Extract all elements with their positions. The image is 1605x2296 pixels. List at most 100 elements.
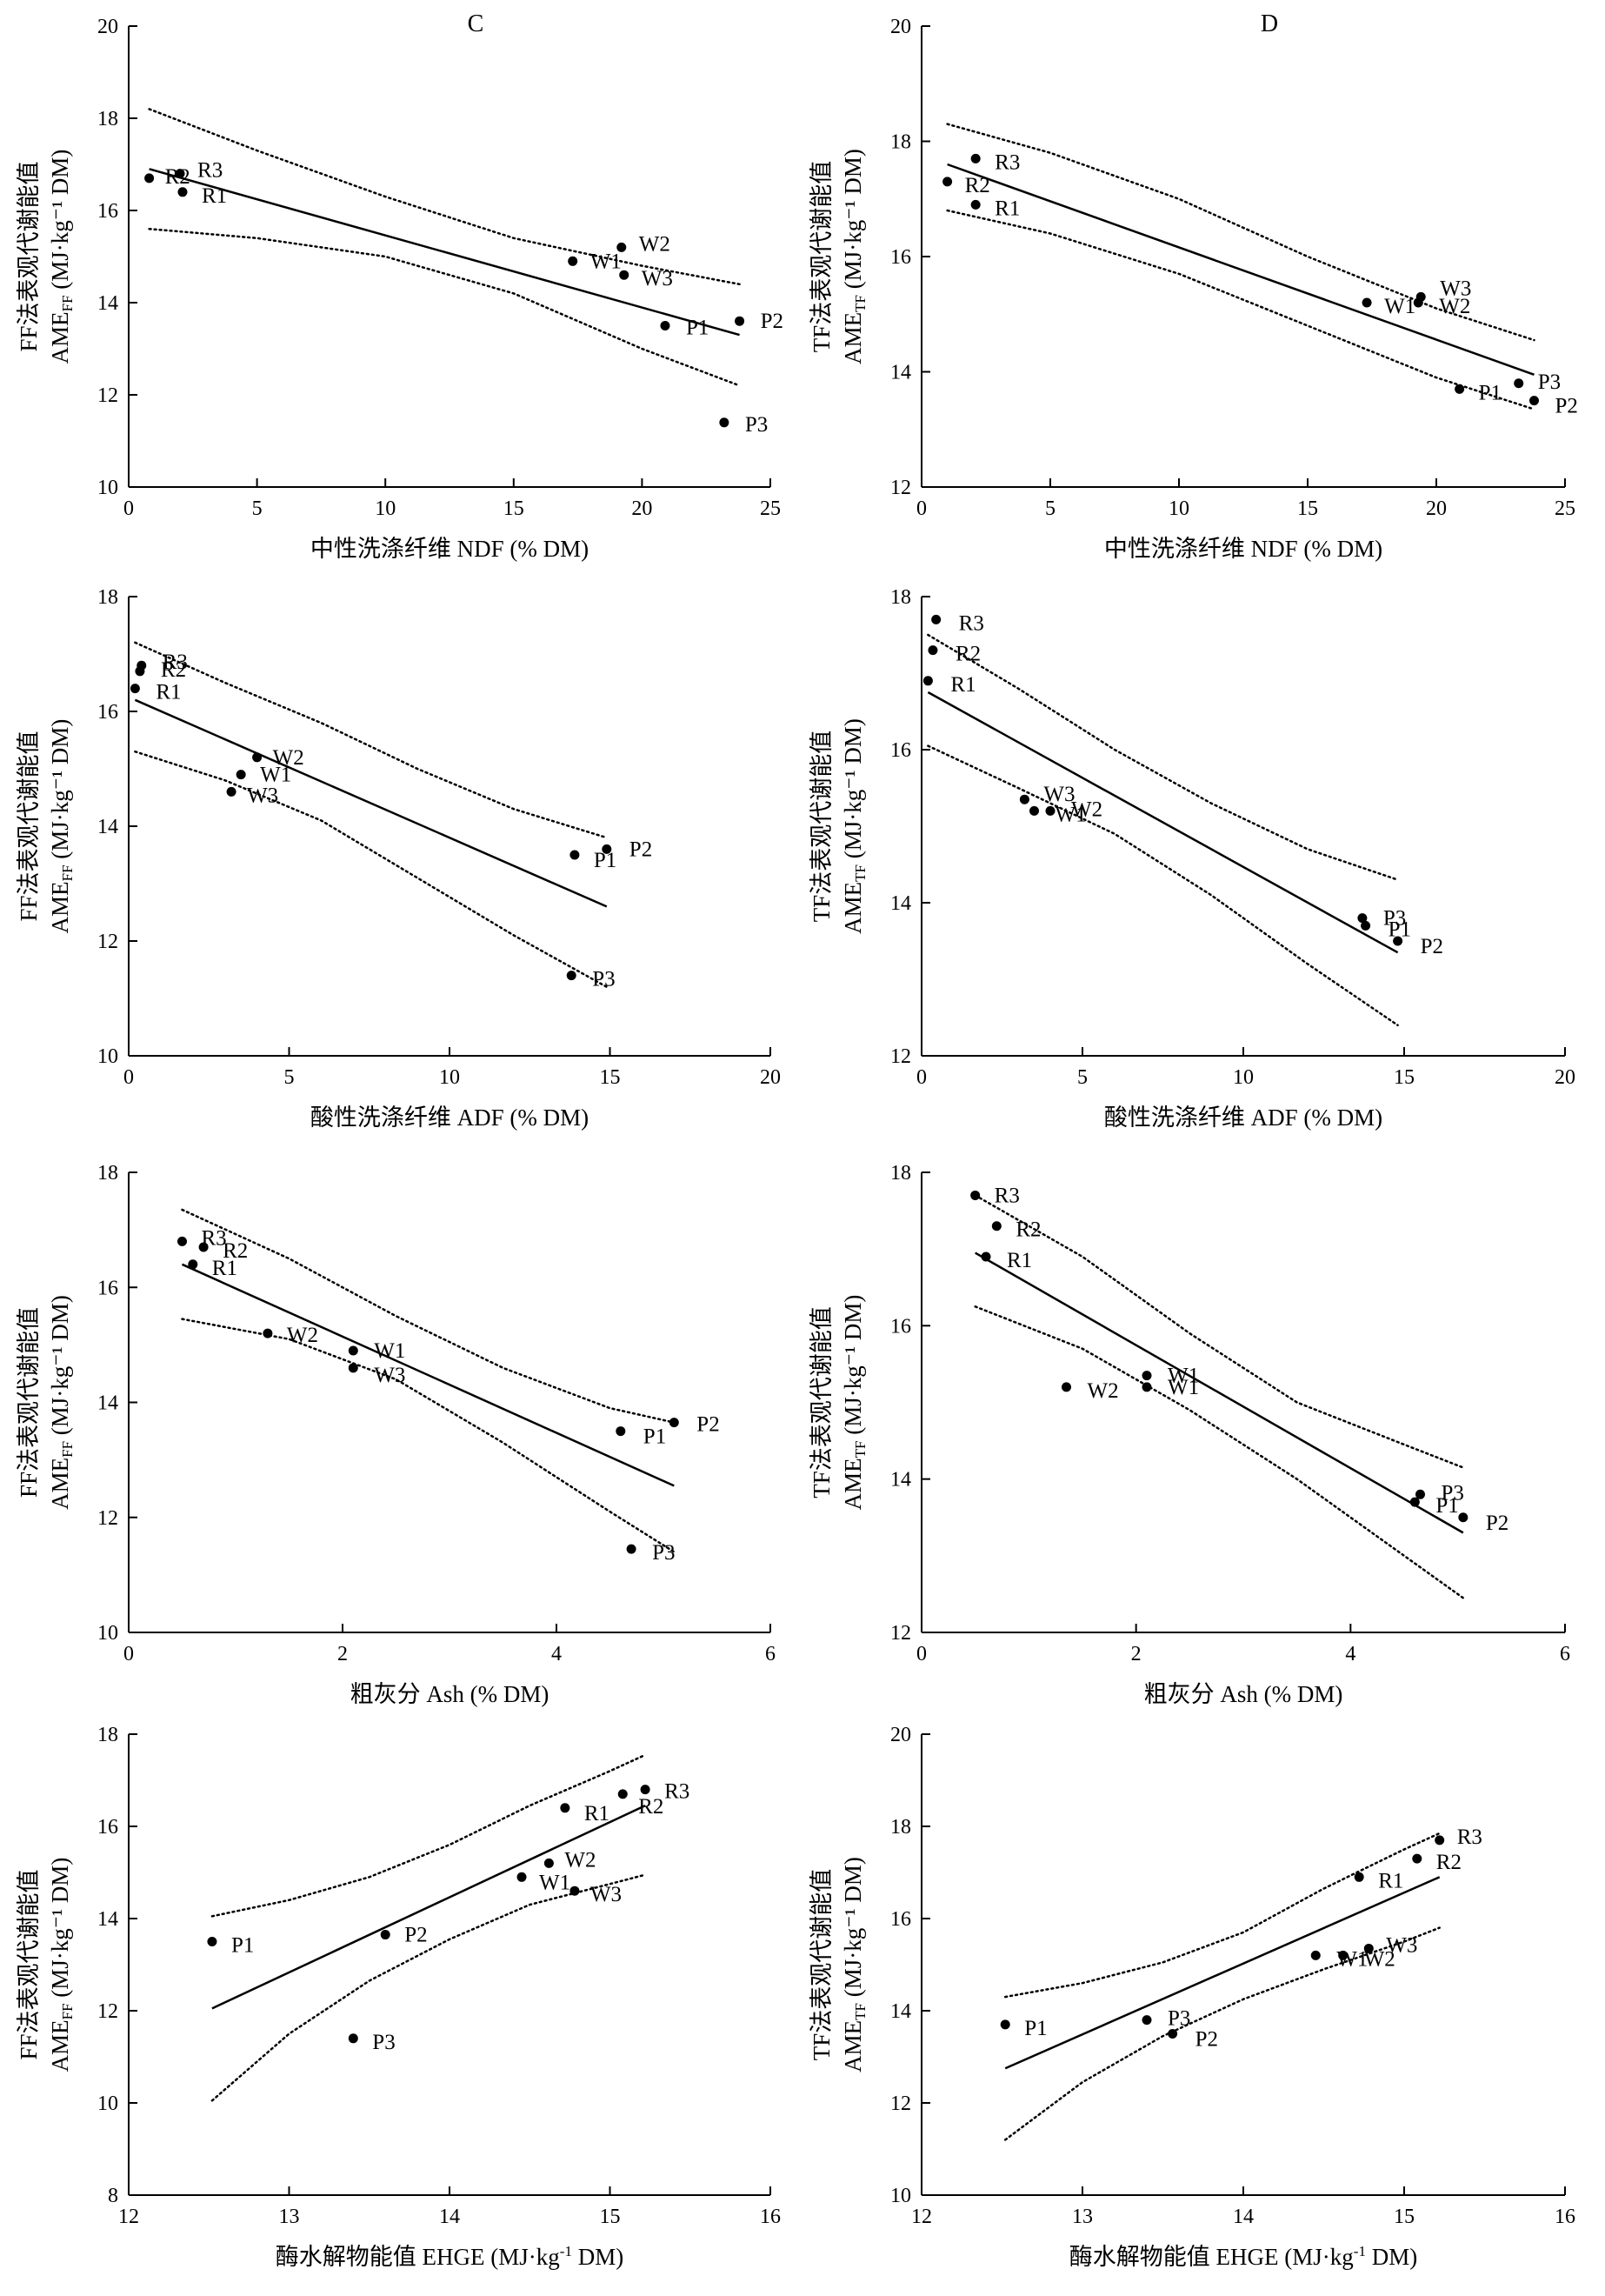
- data-label-p1: P1: [686, 317, 709, 340]
- x-tick-label: 10: [1233, 1066, 1254, 1089]
- y-tick-label: 14: [97, 1392, 118, 1415]
- data-point-r2: [617, 1789, 628, 1799]
- y-axis-title-subscript: TF: [852, 864, 869, 882]
- x-tick-label: 15: [1297, 497, 1318, 520]
- data-label-p2: P2: [696, 1413, 719, 1437]
- data-label-w3: W3: [1440, 277, 1471, 300]
- x-tick-label: 0: [916, 1643, 927, 1665]
- data-point-r1: [922, 676, 933, 686]
- y-tick-label: 14: [890, 1469, 911, 1492]
- data-point-r1: [177, 187, 188, 197]
- data-label-r1: R1: [995, 197, 1020, 220]
- y-tick-label: 12: [890, 1622, 911, 1645]
- data-point-w2: [263, 1328, 273, 1338]
- y-axis-title-subscript: FF: [59, 2003, 76, 2019]
- y-axis-title-cn: FF法表观代谢能值: [16, 731, 42, 921]
- y-axis-title: TF法表观代谢能值 AMETF (MJ·kg⁻¹ DM): [809, 1857, 869, 2072]
- y-tick-label: 12: [97, 1507, 118, 1530]
- data-point-p2: [1458, 1512, 1468, 1523]
- y-tick-label: 10: [97, 477, 118, 499]
- y-axis-title-main: AME: [47, 311, 73, 364]
- regression-line: [149, 168, 740, 337]
- data-label-p1: P1: [1435, 1494, 1458, 1518]
- data-point-p1: [569, 850, 580, 860]
- data-label-w2: W2: [1088, 1379, 1119, 1403]
- data-label-w3: W3: [1386, 1933, 1417, 1957]
- data-point-p3: [1357, 913, 1368, 924]
- data-label-w1: W1: [1056, 803, 1087, 826]
- y-axis-title-unit: (MJ·kg⁻¹ DM): [47, 1295, 73, 1441]
- data-point-w3: [348, 1363, 358, 1373]
- x-axis-title: 中性洗涤纤维 NDF (% DM): [1104, 536, 1382, 562]
- panel-1: 0510152025101214161820CR1R2R3W1W2W3P1P2P…: [97, 10, 783, 520]
- data-point-p2: [735, 316, 745, 326]
- x-tick-label: 15: [503, 497, 524, 520]
- x-axis-title: 粗灰分 Ash (% DM): [1144, 1681, 1343, 1707]
- y-tick-label: 16: [890, 1908, 911, 1931]
- data-label-w2: W2: [639, 232, 670, 256]
- x-axis-title-part: 酶水解物能值 EHGE (MJ·kg: [1069, 2244, 1354, 2270]
- y-axis-title-unit: (MJ·kg⁻¹ DM): [840, 149, 866, 295]
- data-label-w3: W3: [374, 1364, 405, 1387]
- y-axis-title-cn: FF法表观代谢能值: [16, 1869, 42, 2059]
- y-tick-label: 12: [890, 1045, 911, 1068]
- panel-title: D: [1261, 10, 1278, 37]
- data-label-r2: R2: [1016, 1218, 1041, 1242]
- x-tick-label: 0: [916, 497, 927, 520]
- y-axis-title-en: AMEFF (MJ·kg⁻¹ DM): [47, 150, 76, 364]
- data-point-w2: [252, 752, 263, 763]
- y-axis-title-unit: (MJ·kg⁻¹ DM): [840, 718, 866, 864]
- x-tick-label: 15: [1394, 1066, 1415, 1089]
- data-point-w1: [1142, 1382, 1152, 1392]
- y-tick-label: 14: [97, 292, 118, 315]
- data-point-p3: [348, 2033, 358, 2044]
- data-point-r3: [175, 169, 185, 179]
- data-point-p2: [1528, 396, 1539, 406]
- y-axis-title-en: AMEFF (MJ·kg⁻¹ DM): [47, 1295, 76, 1510]
- y-axis-title-en: AMETF (MJ·kg⁻¹ DM): [840, 1295, 869, 1511]
- y-tick-label: 14: [97, 1908, 118, 1931]
- x-tick-label: 4: [1345, 1643, 1355, 1665]
- data-label-p3: P3: [1383, 907, 1406, 931]
- data-point-w2: [1338, 1950, 1349, 1960]
- y-tick-label: 18: [890, 1816, 911, 1839]
- y-tick-label: 18: [890, 586, 911, 609]
- y-tick-label: 16: [97, 701, 118, 724]
- data-label-r1: R1: [212, 1257, 237, 1280]
- data-label-w1: W1: [260, 764, 291, 787]
- data-point-w1: [1362, 297, 1372, 308]
- data-label-w2: W2: [287, 1324, 318, 1347]
- data-point-r3: [970, 153, 981, 164]
- confidence-band-upper: [1003, 1832, 1441, 1999]
- y-axis-title-cn: TF法表观代谢能值: [809, 1306, 835, 1498]
- data-label-w3: W3: [1043, 783, 1075, 806]
- y-axis-title-main: AME: [47, 1458, 73, 1510]
- y-tick-label: 16: [890, 246, 911, 269]
- y-axis-title: FF法表观代谢能值 AMEFF (MJ·kg⁻¹ DM): [16, 1295, 76, 1510]
- data-point-r2: [991, 1221, 1002, 1231]
- y-tick-label: 18: [97, 108, 118, 130]
- data-point-r2: [198, 1242, 209, 1252]
- data-label-p2: P2: [1421, 935, 1443, 958]
- data-label-r3: R3: [959, 611, 984, 635]
- data-label-w2: W2: [564, 1848, 596, 1872]
- x-axis-title: 粗灰分 Ash (% DM): [350, 1681, 549, 1707]
- panel-6: 0 2 4 6 12 14 16 18 R1 R2 R3 W1 W2 W1 P1 P2 P3: [890, 1162, 1570, 1665]
- x-tick-label: 12: [911, 2206, 932, 2228]
- data-label-r1: R1: [1007, 1249, 1032, 1272]
- y-axis-title: TF法表观代谢能值 AMETF (MJ·kg⁻¹ DM): [809, 718, 869, 934]
- regression-line: [1004, 1876, 1441, 2070]
- y-tick-label: 12: [97, 931, 118, 953]
- y-axis-title-cn: FF法表观代谢能值: [16, 161, 42, 351]
- data-point-p3: [1142, 2015, 1152, 2026]
- y-tick-label: 20: [890, 16, 911, 38]
- y-tick-label: 20: [890, 1724, 911, 1746]
- data-point-w2: [543, 1858, 554, 1868]
- data-label-p1: P1: [1024, 2017, 1047, 2040]
- y-tick-label: 14: [97, 816, 118, 838]
- x-tick-label: 10: [1169, 497, 1189, 520]
- x-tick-label: 0: [916, 1066, 927, 1089]
- y-axis-title-unit: (MJ·kg⁻¹ DM): [840, 1857, 866, 2003]
- x-axis-title: 中性洗涤纤维 NDF (% DM): [310, 536, 589, 562]
